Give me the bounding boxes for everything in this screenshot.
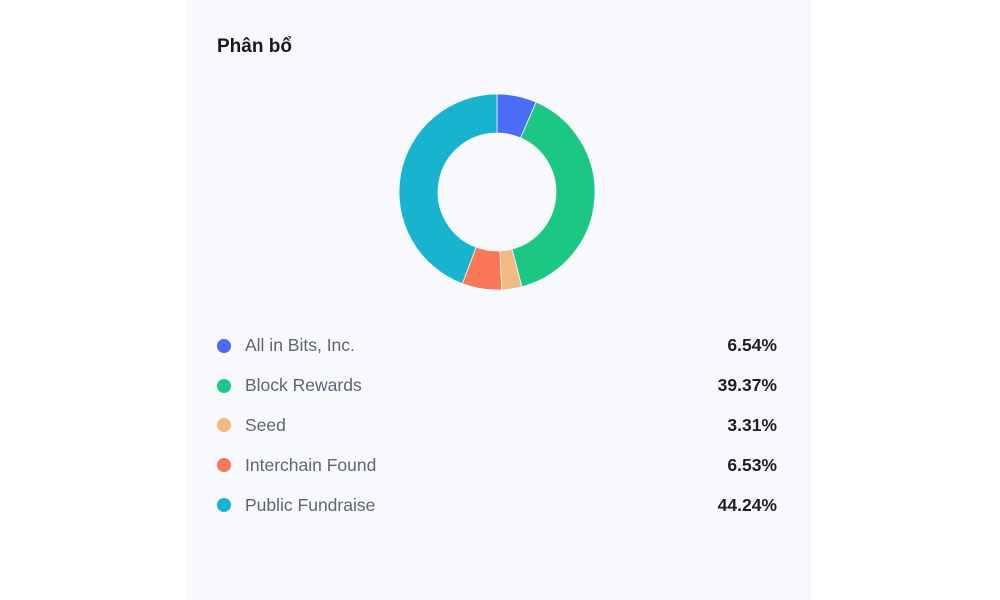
legend-dot-icon [217,418,231,433]
legend-dot-icon [217,458,231,473]
legend-item: All in Bits, Inc. 6.54% [217,326,777,366]
panel-title: Phân bổ [217,36,292,57]
legend-label: Public Fundraise [245,494,376,515]
donut-segment [398,93,498,285]
legend-label: Seed [245,414,286,435]
legend-label: Interchain Found [245,454,377,475]
legend-item: Seed 3.31% [217,406,777,446]
legend-value: 3.31% [727,414,777,435]
donut-segment [511,101,596,288]
legend-dot-icon [217,378,231,393]
legend-value: 44.24% [717,494,777,515]
legend-dot-icon [217,338,231,353]
legend-label: Block Rewards [245,375,362,396]
legend-label: All in Bits, Inc. [245,335,355,356]
legend-item: Public Fundraise 44.24% [217,485,777,525]
legend-value: 39.37% [717,375,777,396]
chart-legend: All in Bits, Inc. 6.54% Block Rewards 39… [217,326,777,525]
legend-item: Interchain Found 6.53% [217,445,777,485]
allocation-panel: Phân bổ All in Bits, Inc. 6.54% Block Re… [187,0,812,600]
donut-chart [398,93,596,291]
legend-value: 6.54% [727,335,777,356]
legend-value: 6.53% [727,454,777,475]
legend-item: Block Rewards 39.37% [217,366,777,406]
legend-dot-icon [217,498,231,513]
